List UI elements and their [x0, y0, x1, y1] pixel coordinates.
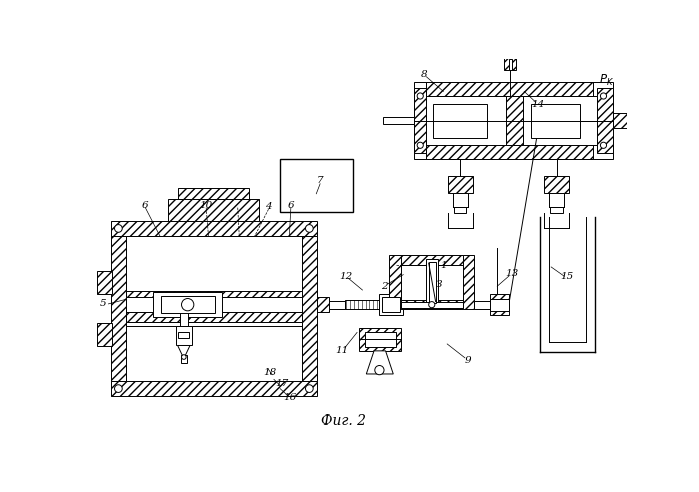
Bar: [401, 300, 463, 309]
Text: 2: 2: [381, 282, 387, 291]
Bar: [180, 312, 188, 326]
Bar: [110, 381, 317, 396]
Text: 17: 17: [276, 379, 289, 388]
Bar: [501, 42, 519, 55]
Bar: [153, 292, 222, 317]
Bar: [452, 193, 468, 207]
Bar: [474, 301, 489, 308]
Circle shape: [428, 302, 435, 308]
Text: 16: 16: [284, 393, 296, 402]
Bar: [359, 328, 401, 351]
Bar: [178, 332, 189, 338]
Bar: [401, 265, 463, 300]
Bar: [507, 96, 524, 145]
Bar: [428, 262, 435, 303]
Bar: [524, 96, 598, 145]
Bar: [454, 207, 466, 213]
Polygon shape: [366, 351, 394, 374]
Bar: [126, 291, 302, 318]
Bar: [110, 221, 317, 236]
Bar: [126, 312, 302, 322]
Bar: [126, 297, 302, 312]
Bar: [613, 113, 626, 128]
Text: 15: 15: [561, 272, 574, 280]
Text: 1: 1: [440, 261, 447, 270]
Bar: [509, 59, 512, 70]
Bar: [433, 104, 487, 138]
Bar: [176, 326, 192, 345]
Circle shape: [115, 385, 122, 393]
Circle shape: [375, 366, 384, 375]
Bar: [181, 356, 187, 363]
Text: 4: 4: [265, 202, 272, 212]
Bar: [126, 236, 302, 381]
Bar: [463, 255, 474, 309]
Bar: [401, 302, 463, 308]
Bar: [448, 176, 473, 193]
Bar: [489, 294, 509, 315]
Text: 10: 10: [199, 201, 212, 210]
Circle shape: [305, 385, 313, 393]
Circle shape: [115, 224, 122, 232]
Text: 18: 18: [264, 368, 277, 377]
Bar: [97, 271, 113, 294]
Text: 9: 9: [465, 356, 471, 365]
Bar: [426, 82, 593, 96]
Bar: [317, 297, 329, 312]
Bar: [504, 55, 517, 70]
Text: 13: 13: [505, 270, 519, 278]
Bar: [161, 296, 215, 313]
Circle shape: [600, 93, 607, 99]
Bar: [598, 88, 613, 153]
Text: 14: 14: [531, 100, 545, 109]
Bar: [401, 255, 463, 265]
Bar: [426, 145, 593, 159]
Bar: [380, 294, 403, 315]
Text: 6: 6: [287, 201, 294, 210]
Bar: [382, 297, 401, 312]
Bar: [178, 188, 250, 199]
Bar: [531, 104, 579, 138]
Bar: [383, 117, 414, 124]
Bar: [489, 299, 509, 311]
Circle shape: [417, 142, 424, 149]
Bar: [414, 82, 613, 159]
Bar: [329, 301, 345, 308]
Text: 11: 11: [335, 345, 348, 355]
Circle shape: [182, 355, 186, 359]
Bar: [426, 96, 507, 145]
Text: 12: 12: [339, 272, 352, 280]
Bar: [97, 323, 113, 346]
Bar: [389, 255, 401, 309]
Text: 5: 5: [100, 300, 106, 308]
Text: 3: 3: [436, 280, 442, 289]
Bar: [545, 176, 569, 193]
Bar: [345, 300, 380, 309]
Text: 8: 8: [421, 70, 427, 79]
Text: Фиг. 2: Фиг. 2: [321, 414, 366, 428]
Text: 6: 6: [142, 201, 149, 210]
Bar: [110, 236, 126, 381]
Text: 7: 7: [317, 176, 324, 185]
Bar: [365, 332, 396, 347]
Bar: [302, 236, 317, 381]
Circle shape: [305, 224, 313, 232]
Bar: [550, 207, 563, 213]
Bar: [426, 259, 438, 306]
Bar: [414, 88, 426, 153]
Polygon shape: [178, 345, 190, 359]
Text: $P_K$: $P_K$: [599, 73, 614, 88]
Circle shape: [182, 299, 194, 311]
Circle shape: [417, 93, 424, 99]
Bar: [549, 193, 564, 207]
Circle shape: [600, 142, 607, 149]
Bar: [168, 199, 259, 221]
Bar: [280, 159, 353, 212]
Bar: [126, 322, 302, 326]
